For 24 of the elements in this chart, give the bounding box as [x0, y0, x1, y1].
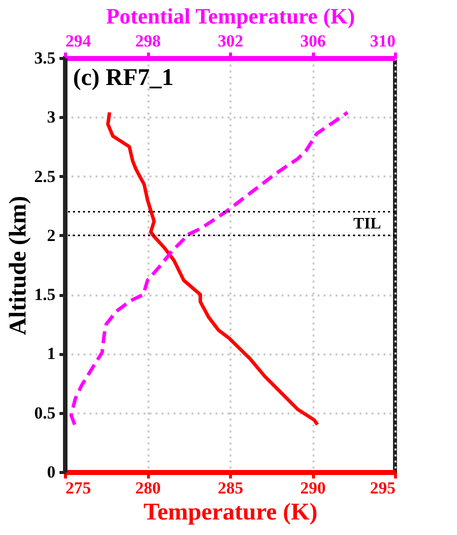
y-tick-label: 2.5	[34, 166, 56, 186]
x-tick-label: 295	[370, 478, 396, 498]
x2-tick-label: 310	[370, 32, 396, 50]
y-tick-label: 3.5	[34, 48, 56, 68]
annotation: TIL	[353, 216, 381, 233]
x2-tick-label: 298	[135, 32, 161, 50]
x-tick-label: 290	[300, 478, 326, 498]
x-axis-title: Temperature (K)	[144, 500, 318, 526]
y-tick-label: 3	[47, 108, 56, 127]
x-tick-label: 280	[135, 478, 161, 498]
y-tick-label: 0.5	[34, 403, 56, 422]
line-series	[106, 110, 320, 426]
y-tick-label: 1.5	[34, 285, 56, 304]
x2-tick-label: 302	[218, 32, 244, 50]
x2-tick-label: 306	[300, 32, 326, 50]
y-axis-title: Altitude (km)	[5, 196, 32, 336]
x-tick-label: 275	[66, 478, 91, 498]
y-tick-label: 0	[47, 462, 56, 482]
x2-axis-title: Potential Temperature (K)	[106, 4, 355, 28]
x2-tick-label: 294	[66, 32, 92, 50]
y-tick-label: 1	[47, 344, 56, 364]
y-tick-label: 2	[47, 226, 56, 245]
x-tick-label: 285	[218, 478, 244, 498]
chart-title: (c) RF7_1	[73, 65, 174, 91]
